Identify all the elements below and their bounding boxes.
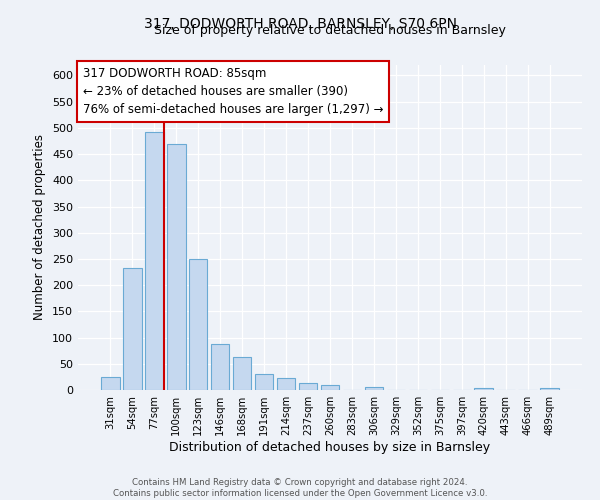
Bar <box>123 268 142 390</box>
Bar <box>233 357 251 390</box>
Bar <box>541 388 559 390</box>
Bar <box>145 132 164 390</box>
Text: Contains HM Land Registry data © Crown copyright and database right 2024.
Contai: Contains HM Land Registry data © Crown c… <box>113 478 487 498</box>
Bar <box>365 388 383 390</box>
Bar <box>475 388 493 390</box>
Bar <box>167 144 185 390</box>
Bar <box>101 377 119 390</box>
Text: 317 DODWORTH ROAD: 85sqm
← 23% of detached houses are smaller (390)
76% of semi-: 317 DODWORTH ROAD: 85sqm ← 23% of detach… <box>83 66 383 116</box>
Bar <box>277 378 295 390</box>
Bar <box>211 344 229 390</box>
Y-axis label: Number of detached properties: Number of detached properties <box>34 134 46 320</box>
Bar <box>299 383 317 390</box>
X-axis label: Distribution of detached houses by size in Barnsley: Distribution of detached houses by size … <box>169 441 491 454</box>
Bar <box>189 260 208 390</box>
Bar <box>255 374 274 390</box>
Title: Size of property relative to detached houses in Barnsley: Size of property relative to detached ho… <box>154 24 506 38</box>
Bar <box>320 385 340 390</box>
Text: 317, DODWORTH ROAD, BARNSLEY, S70 6PN: 317, DODWORTH ROAD, BARNSLEY, S70 6PN <box>143 18 457 32</box>
